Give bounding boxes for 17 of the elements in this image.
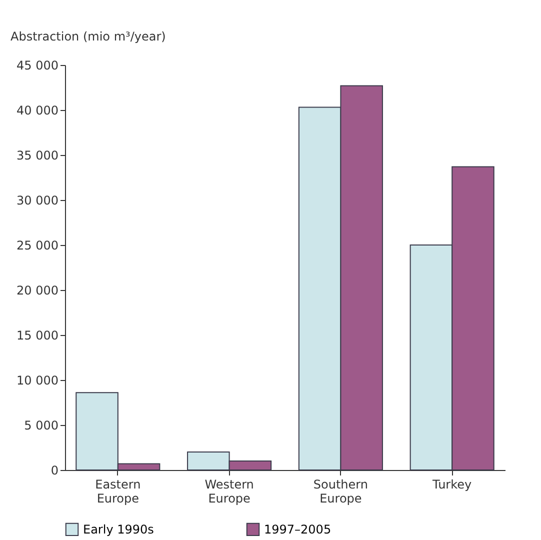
y-tick-label: 15 000	[16, 328, 58, 342]
y-tick-label: 40 000	[16, 104, 58, 118]
y-tick-label: 0	[50, 464, 58, 478]
x-tick-label: Eastern Europe	[95, 478, 141, 506]
x-tick-label: Turkey	[432, 478, 472, 492]
y-axis-title: Abstraction (mio m³/year)	[10, 30, 166, 44]
y-tick-label: 25 000	[16, 238, 58, 252]
y-tick-label: 5 000	[24, 418, 58, 432]
x-tick-label: Western Europe	[204, 478, 254, 506]
y-tick-label: 35 000	[16, 148, 58, 162]
y-tick-label: 45 000	[16, 58, 58, 72]
legend-label: Early 1990s	[83, 522, 154, 536]
y-tick-label: 10 000	[16, 374, 58, 388]
y-tick-label: 20 000	[16, 284, 58, 298]
y-tick-label: 30 000	[16, 194, 58, 208]
legend-label: 1997–2005	[264, 522, 332, 536]
x-tick-label: Southern Europe	[313, 478, 368, 506]
